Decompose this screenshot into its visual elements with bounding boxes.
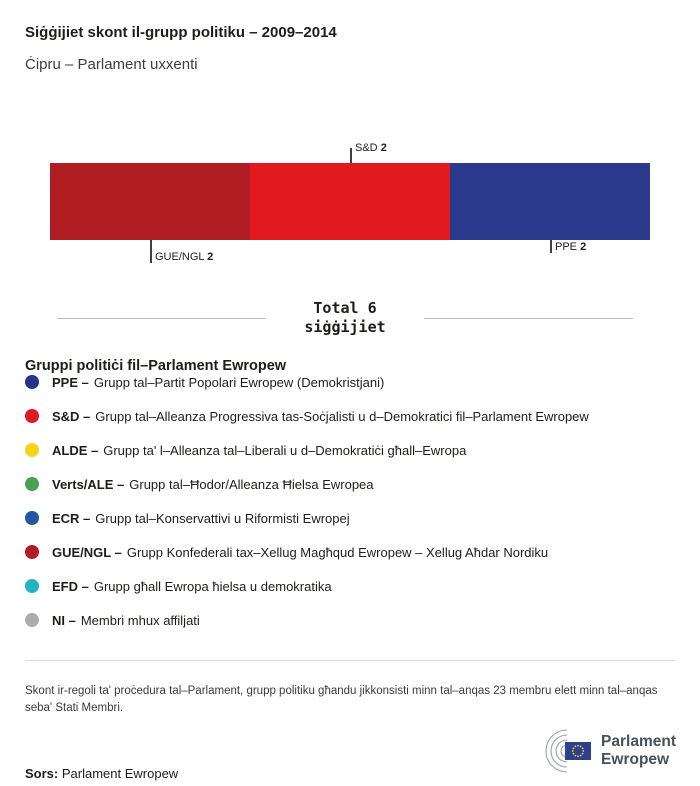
legend-abbr-alde: ALDE – <box>52 442 99 458</box>
footnote-text: Skont ir-regoli ta' proċedura tal–Parlam… <box>25 684 658 714</box>
bar-segment-guengl <box>50 163 250 240</box>
legend-color-dot-guengl <box>25 545 39 559</box>
legend-desc-ecr: Grupp tal–Konservattivi u Riformisti Ewr… <box>95 510 350 526</box>
total-divider-right <box>424 317 633 319</box>
legend-title: Gruppi politiċi fil–Parlament Ewropew <box>25 357 287 374</box>
legend-item-guengl: GUE/NGL – Grupp Konfederali tax–Xellug Ma… <box>25 535 675 569</box>
bar-label-value-ppe: 2 <box>580 241 587 253</box>
total-seats-label: Total 6 siġġijiet <box>266 299 424 337</box>
bar-label-text-guengl: GUE/NGL 2 <box>155 251 213 263</box>
legend-desc-sd: Grupp tal–Alleanza Progressiva tas-Soċja… <box>95 408 589 424</box>
total-row: Total 6 siġġijiet <box>57 296 633 340</box>
european-parliament-logo: Parlament Ewropew <box>527 726 676 776</box>
legend-text-guengl: GUE/NGL – Grupp Konfederali tax–Xellug Ma… <box>52 545 548 560</box>
source-label: Sors: <box>25 766 59 781</box>
bar-label-value-guengl: 2 <box>207 251 214 263</box>
legend-text-vertsale: Verts/ALE – Grupp tal–Ħodor/Alleanza Ħiel… <box>52 477 374 492</box>
legend-desc-ppe: Grupp tal–Partit Popolari Ewropew (Demok… <box>93 374 385 390</box>
total-divider-left <box>57 317 266 319</box>
bar-label-value-sd: 2 <box>380 142 387 154</box>
legend-text-ppe: PPE – Grupp tal–Partit Popolari Ewropew (… <box>52 375 384 390</box>
bar-segment-ppe <box>450 163 650 240</box>
legend-color-dot-ppe <box>25 375 39 389</box>
footnote-divider <box>25 660 675 661</box>
seats-bar-chart: S&D 2 GUE/NGL 2 PPE 2 <box>50 140 650 270</box>
legend-item-ecr: ECR – Grupp tal–Konservattivi u Riformist… <box>25 501 675 535</box>
legend-color-dot-ni <box>25 613 39 627</box>
legend-abbr-efd: EFD – <box>52 578 89 594</box>
tick-mark-ppe <box>550 240 552 253</box>
page-title: Siġġijiet skont il-grupp politiku – 2009… <box>25 24 337 42</box>
legend-abbr-ni: NI – <box>52 612 76 628</box>
legend-item-sd: S&D – Grupp tal–Alleanza Progressiva tas-… <box>25 399 675 433</box>
legend-desc-ni: Membri mhux affiljati <box>80 612 200 628</box>
legend-item-ni: NI – Membri mhux affiljati <box>25 603 675 637</box>
legend-abbr-ecr: ECR – <box>52 510 91 526</box>
bar-segment-sd <box>250 163 450 240</box>
legend-abbr-vertsale: Verts/ALE – <box>52 476 125 492</box>
logo-wordmark: Parlament Ewropew <box>601 733 676 769</box>
legend-desc-guengl: Grupp Konfederali tax–Xellug Magħqud Ewr… <box>126 544 549 560</box>
legend-abbr-sd: S&D – <box>52 408 91 424</box>
legend-desc-efd: Grupp għall Ewropa ħielsa u demokratika <box>93 578 332 594</box>
logo-wordmark-line2: Ewropew <box>601 751 670 768</box>
bar-label-name-ppe: PPE <box>555 241 578 253</box>
legend-item-ppe: PPE – Grupp tal–Partit Popolari Ewropew (… <box>25 365 675 399</box>
legend-item-vertsale: Verts/ALE – Grupp tal–Ħodor/Alleanza Ħiel… <box>25 467 675 501</box>
legend-text-sd: S&D – Grupp tal–Alleanza Progressiva tas-… <box>52 409 589 424</box>
hemicycle-eu-flag-graphic <box>545 729 592 773</box>
legend-desc-vertsale: Grupp tal–Ħodor/Alleanza Ħielsa Ewropea <box>129 476 374 492</box>
legend-text-alde: ALDE – Grupp ta' l–Alleanza tal–Liberali … <box>52 443 466 458</box>
stacked-bar <box>50 163 650 240</box>
page-subtitle: Ċipru – Parlament uxxenti <box>25 56 198 74</box>
legend-color-dot-sd <box>25 409 39 423</box>
total-line2: siġġijiet <box>304 318 386 336</box>
bar-label-name-guengl: GUE/NGL <box>155 251 205 263</box>
bar-label-text-sd: S&D 2 <box>355 142 387 154</box>
legend-abbr-ppe: PPE – <box>52 374 89 390</box>
tick-mark-sd <box>350 148 352 163</box>
source-line: Sors: Parlament Ewropew <box>25 766 178 781</box>
bar-label-text-ppe: PPE 2 <box>555 241 586 253</box>
tick-mark-guengl <box>150 240 152 263</box>
legend-text-ecr: ECR – Grupp tal–Konservattivi u Riformist… <box>52 511 350 526</box>
legend-text-ni: NI – Membri mhux affiljati <box>52 613 200 628</box>
total-line1: Total 6 <box>313 299 377 317</box>
legend-color-dot-vertsale <box>25 477 39 491</box>
legend-color-dot-alde <box>25 443 39 457</box>
bar-label-name-sd: S&D <box>355 142 378 154</box>
legend-item-alde: ALDE – Grupp ta' l–Alleanza tal–Liberali … <box>25 433 675 467</box>
legend-color-dot-ecr <box>25 511 39 525</box>
source-value: Parlament Ewropew <box>61 766 179 781</box>
hemicycle-arcs-icon <box>545 729 568 773</box>
legend-desc-alde: Grupp ta' l–Alleanza tal–Liberali u d–De… <box>103 442 467 458</box>
eu-flag-icon <box>565 742 592 760</box>
legend-list: PPE – Grupp tal–Partit Popolari Ewropew (… <box>25 365 675 637</box>
legend-text-efd: EFD – Grupp għall Ewropa ħielsa u demokra… <box>52 579 332 594</box>
legend-item-efd: EFD – Grupp għall Ewropa ħielsa u demokra… <box>25 569 675 603</box>
logo-wordmark-line1: Parlament <box>601 733 676 750</box>
legend-abbr-guengl: GUE/NGL – <box>52 544 122 560</box>
legend-color-dot-efd <box>25 579 39 593</box>
eu-flag-stars-icon <box>571 744 585 758</box>
